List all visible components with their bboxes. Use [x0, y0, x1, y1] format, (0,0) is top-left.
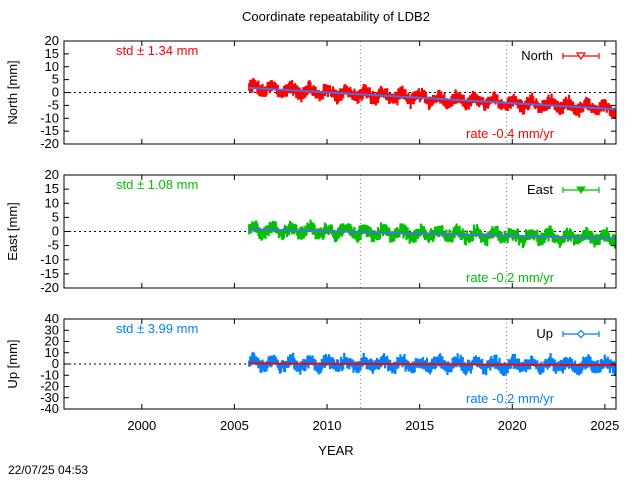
legend-label: Up: [536, 326, 553, 341]
y-tick-label: 5: [52, 209, 59, 224]
rate-label: rate -0.4 mm/yr: [466, 126, 555, 141]
y-tick-label: -15: [40, 123, 59, 138]
y-tick-label: 20: [45, 33, 59, 48]
y-tick-label: -10: [40, 110, 59, 125]
y-tick-label: 15: [45, 181, 59, 196]
y-tick-label: 30: [45, 322, 59, 337]
x-tick-label: 2025: [590, 418, 619, 433]
y-tick-label: -5: [47, 238, 59, 253]
legend-label: East: [527, 182, 553, 197]
trend-line: [249, 362, 617, 367]
chart-title: Coordinate repeatability of LDB2: [242, 9, 430, 24]
y-axis-label: Up [mm]: [5, 339, 20, 388]
y-tick-label: 5: [52, 72, 59, 87]
y-tick-label: 0: [52, 224, 59, 239]
y-tick-label: 10: [45, 195, 59, 210]
y-tick-label: 20: [45, 167, 59, 182]
x-axis-tick-labels: 2000 2005 2010 2015 2020 2025: [127, 418, 619, 433]
y-tick-label: 0: [52, 356, 59, 371]
std-label: std ± 3.99 mm: [116, 321, 198, 336]
y-tick-label: 10: [45, 345, 59, 360]
legend-triangle-marker: [576, 186, 586, 194]
y-tick-label: -5: [47, 97, 59, 112]
legend-triangle-marker: [575, 52, 587, 61]
timestamp: 22/07/25 04:53: [8, 463, 88, 477]
x-tick-label: 2005: [220, 418, 249, 433]
trend-line: [249, 228, 617, 240]
y-tick-label: -20: [40, 136, 59, 151]
y-tick-label: -20: [40, 280, 59, 295]
legend-diamond-marker: [576, 329, 586, 339]
y-tick-label: -40: [40, 401, 59, 416]
y-axis-label: North [mm]: [5, 60, 20, 124]
x-tick-label: 2020: [498, 418, 527, 433]
x-tick-label: 2000: [127, 418, 156, 433]
rate-label: rate -0.2 mm/yr: [466, 391, 555, 406]
y-tick-label: -20: [40, 379, 59, 394]
rate-label: rate -0.2 mm/yr: [466, 270, 555, 285]
std-label: std ± 1.34 mm: [116, 43, 198, 58]
y-tick-label: -10: [40, 252, 59, 267]
x-axis-label: YEAR: [318, 443, 353, 458]
y-tick-label: 20: [45, 334, 59, 349]
data-series-east: [248, 219, 616, 249]
y-tick-label: -10: [40, 367, 59, 382]
legend-label: North: [521, 48, 553, 63]
y-tick-label: -15: [40, 266, 59, 281]
x-tick-label: 2010: [313, 418, 342, 433]
y-tick-label: 15: [45, 46, 59, 61]
y-tick-label: 0: [52, 85, 59, 100]
y-axis-label: East [mm]: [5, 202, 20, 261]
std-label: std ± 1.08 mm: [116, 177, 198, 192]
y-tick-label: 40: [45, 311, 59, 326]
x-tick-label: 2015: [405, 418, 434, 433]
y-tick-label: -30: [40, 390, 59, 405]
trend-line: [249, 86, 617, 111]
y-tick-label: 10: [45, 59, 59, 74]
